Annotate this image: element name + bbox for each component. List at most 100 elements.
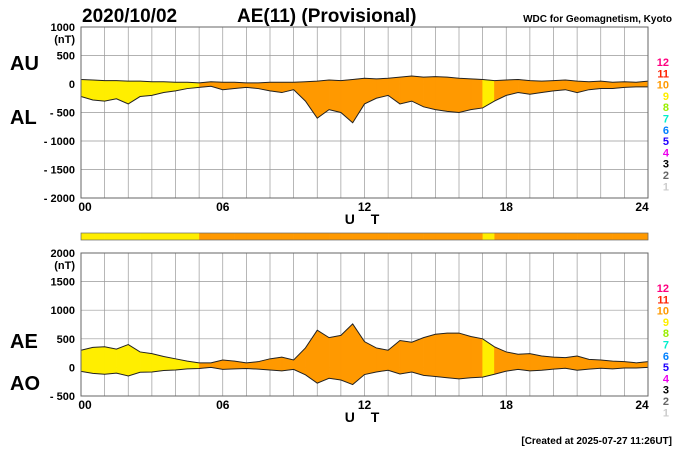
station-count-bar-segment: [81, 233, 94, 240]
y-tick-label: 500: [57, 51, 75, 63]
area-segment: [529, 80, 542, 95]
station-count-bar-segment: [518, 233, 531, 240]
area-segment: [139, 351, 153, 373]
area-segment: [104, 80, 117, 102]
x-axis-label: U T: [345, 211, 386, 227]
station-count-bar-segment: [529, 233, 542, 240]
station-count-bar-segment: [541, 233, 554, 240]
y-tick-label: - 1000: [44, 136, 75, 148]
station-count-bar-segment: [199, 233, 212, 240]
area-segment: [399, 75, 412, 105]
y-tick-label: 1000: [51, 22, 75, 34]
station-count-legend-item: 9: [663, 317, 669, 329]
station-count-bar-segment: [388, 233, 401, 240]
x-tick-label: 18: [500, 398, 514, 412]
plot-frame: [80, 26, 649, 199]
station-count-legend-item: 6: [663, 351, 669, 363]
station-count-bar-segment: [293, 233, 306, 240]
station-count-bar-segment: [246, 233, 259, 240]
station-count-bar-segment: [210, 233, 224, 240]
area-segment: [482, 338, 495, 378]
station-count-bar-segment: [340, 233, 353, 240]
area-segment: [458, 332, 472, 380]
area-segment: [269, 356, 283, 372]
station-count-bar-segment: [187, 233, 200, 240]
x-tick-label: 06: [216, 398, 230, 412]
x-tick-label: 12: [358, 200, 372, 214]
area-segment: [376, 347, 389, 373]
station-count-legend-item: 8: [663, 102, 669, 114]
area-segment: [92, 346, 105, 375]
area-segment: [293, 347, 306, 376]
station-count-bar-segment: [163, 233, 176, 240]
area-segment: [411, 337, 424, 376]
station-count-bar-segment: [506, 233, 519, 240]
station-count-legend-item: 12: [657, 283, 669, 295]
area-segment: [305, 329, 318, 384]
area-segment: [553, 79, 566, 92]
station-count-bar-segment: [612, 233, 625, 240]
x-tick-label: 24: [635, 398, 649, 412]
station-count-bar-segment: [636, 233, 649, 240]
station-count-bar-frame: [80, 232, 649, 241]
area-segment: [529, 353, 542, 372]
y-tick-label: 1500: [51, 277, 75, 289]
station-count-bar-segment: [140, 233, 153, 240]
station-count-bar-segment: [329, 233, 342, 240]
plot-frame: [80, 252, 649, 397]
area-segment: [458, 78, 472, 113]
y-tick-label: 2000: [51, 248, 75, 260]
station-count-bar-segment: [411, 233, 424, 240]
y-tick-label: - 1500: [44, 165, 75, 177]
station-count-bar-segment: [234, 233, 247, 240]
station-count-bar-segment: [317, 233, 330, 240]
area-segment: [328, 79, 342, 113]
area-segment: [328, 335, 342, 381]
station-count-bar-segment: [128, 233, 141, 240]
station-count-legend-item: 3: [663, 385, 669, 397]
area-segment: [470, 78, 483, 110]
y-tick-label: - 2000: [44, 193, 75, 205]
area-segment: [364, 78, 377, 105]
station-count-bar-segment: [553, 233, 566, 240]
area-segment: [92, 79, 105, 102]
upper-series-line: [80, 323, 649, 364]
station-count-legend-item: 7: [663, 114, 669, 126]
station-count-bar-segment: [435, 233, 448, 240]
station-count-legend-item: 10: [657, 80, 669, 92]
area-segment: [116, 344, 129, 377]
station-count-legend-item: 5: [663, 136, 669, 148]
area-segment: [139, 80, 153, 97]
station-count-bar-segment: [222, 233, 235, 240]
station-count-legend-item: 6: [663, 125, 669, 137]
al-label: AL: [10, 107, 37, 129]
station-count-bar-segment: [459, 233, 472, 240]
area-segment: [399, 340, 412, 375]
station-count-bar-segment: [624, 233, 637, 240]
station-count-legend-item: 9: [663, 91, 669, 103]
x-tick-label: 18: [500, 200, 514, 214]
y-tick-label: - 500: [50, 391, 75, 403]
area-segment: [352, 78, 365, 124]
area-segment: [317, 329, 330, 384]
station-count-bar-segment: [116, 233, 129, 240]
station-count-legend-item: 10: [657, 306, 669, 318]
x-tick-label: 12: [358, 398, 372, 412]
y-tick-label: 1000: [51, 305, 75, 317]
ao-label: AO: [10, 373, 40, 395]
y-tick-label: 0: [69, 362, 75, 374]
station-count-bar-segment: [175, 233, 188, 240]
station-count-bar-segment: [258, 233, 271, 240]
station-count-bar-segment: [423, 233, 436, 240]
au-label: AU: [10, 53, 39, 75]
x-tick-label: 06: [216, 200, 230, 214]
y-axis-unit: (nT): [54, 260, 75, 272]
station-count-legend-item: 8: [663, 328, 669, 340]
area-segment: [517, 353, 531, 372]
station-count-bar-segment: [364, 233, 377, 240]
station-count-legend-item: 11: [657, 294, 669, 306]
area-segment: [435, 332, 448, 378]
area-segment: [80, 347, 94, 374]
station-count-bar-segment: [399, 233, 413, 240]
